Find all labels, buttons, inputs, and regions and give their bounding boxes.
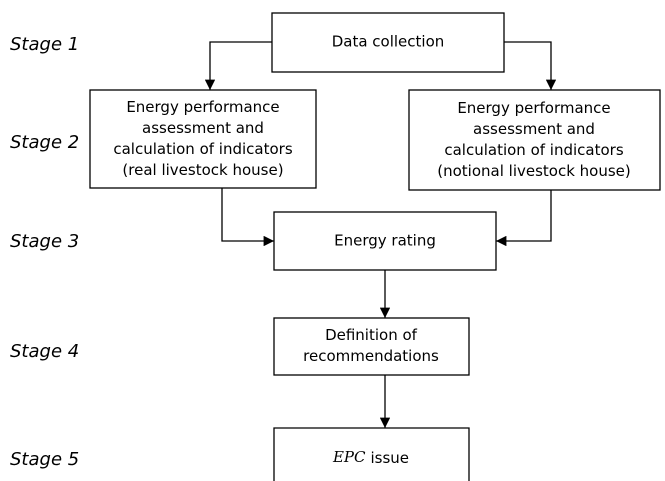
node-label: recommendations <box>303 347 439 365</box>
node-label: Definition of <box>325 326 418 344</box>
stage-label: Stage 1 <box>10 34 79 55</box>
node-label: Energy rating <box>334 232 436 250</box>
arrow <box>221 188 274 247</box>
nodes <box>89 12 661 481</box>
node-label: calculation of indicators <box>113 140 292 158</box>
node-box <box>89 89 317 189</box>
node-label: assessment and <box>142 119 264 137</box>
node-label-emphasis: EPC <box>332 448 366 466</box>
arrow <box>504 41 557 90</box>
stage-label: Stage 4 <box>10 341 79 362</box>
node-label: (notional livestock house) <box>437 162 631 180</box>
node-label: EPC issue <box>332 448 409 467</box>
node-box <box>273 427 470 481</box>
connectors <box>204 41 557 428</box>
node-label: assessment and <box>473 120 595 138</box>
arrow <box>204 41 272 90</box>
node-box <box>271 12 505 73</box>
node-label: calculation of indicators <box>444 141 623 159</box>
stage-label: Stage 2 <box>10 132 79 153</box>
node-label: Data collection <box>332 33 445 51</box>
node-label: (real livestock house) <box>122 161 283 179</box>
node-box <box>408 89 661 191</box>
node-label: Energy performance <box>457 99 610 117</box>
arrow <box>496 190 552 247</box>
stage-label: Stage 5 <box>10 449 79 470</box>
stage-label: Stage 3 <box>10 231 79 252</box>
node-box <box>273 317 470 376</box>
stage-labels: Stage 1 Stage 2 Stage 3 Stage 4 Stage 5 <box>10 34 79 470</box>
node-label: Energy performance <box>126 98 279 116</box>
node-label-text: issue <box>370 449 409 467</box>
node-box <box>273 211 497 271</box>
